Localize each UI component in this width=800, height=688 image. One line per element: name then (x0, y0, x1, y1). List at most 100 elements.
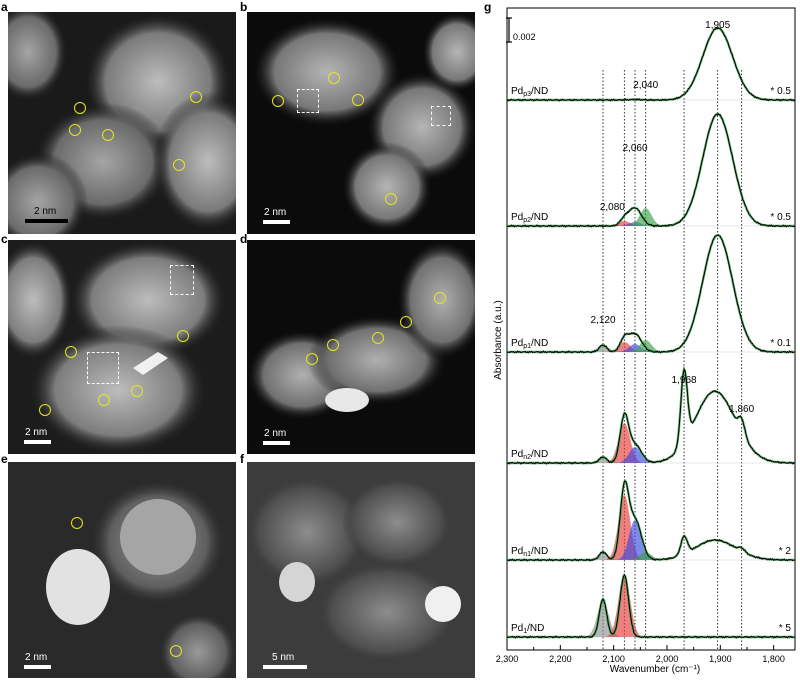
single-atom-marker-c-2 (98, 394, 110, 406)
fit-component-1-2040 (624, 208, 667, 226)
multiplier-label-1: * 0.5 (770, 212, 791, 223)
single-atom-marker-c-1 (177, 330, 189, 342)
peak-annotation-4: 2,120 (590, 315, 615, 326)
scale-bar-b (263, 220, 290, 224)
micrograph-c (8, 240, 236, 454)
scale-bar-c (24, 440, 51, 444)
scale-bar-label: 0.002 (513, 32, 536, 42)
fit-curve-5 (507, 572, 795, 639)
x-tick-label-0: 2,300 (496, 654, 519, 664)
micrograph-d (247, 240, 475, 454)
fit-curve-4 (507, 479, 795, 562)
single-atom-marker-d-3 (400, 316, 412, 328)
single-atom-marker-b-2 (352, 94, 364, 106)
micrograph-b (247, 12, 475, 234)
cluster-box-b-0 (297, 89, 319, 113)
single-atom-marker-d-0 (306, 353, 318, 365)
micrograph-a (8, 12, 236, 234)
single-atom-marker-d-1 (327, 339, 339, 351)
panel-label-a: a (1, 0, 8, 14)
fit-component-4-2080 (603, 495, 646, 560)
dotted-guides (602, 70, 743, 650)
fit-component-4-2120 (581, 554, 625, 560)
multiplier-label-2: * 0.1 (770, 338, 791, 349)
single-atom-marker-c-4 (39, 404, 51, 416)
x-tick-label-5: 1,800 (762, 654, 785, 664)
scale-bar-f (263, 665, 307, 669)
micrograph-a-image (8, 12, 236, 234)
fit-component-1-2080 (603, 221, 646, 226)
fit-component-4-2060 (613, 520, 657, 560)
measured-curve-0 (506, 27, 796, 102)
micrograph-e-image (8, 462, 236, 678)
panel-label-b: b (240, 0, 248, 14)
micrograph-d-image (247, 240, 475, 454)
spectra-labels: Pdp3/ND * 0.5 Pdp2/ND * 0.5 Pdp1/ND * 0.1 Pdn2… (511, 20, 791, 635)
multiplier-label-5: * 5 (779, 623, 792, 634)
peak-annotation-2: 2,060 (622, 143, 647, 154)
single-atom-marker-a-1 (69, 124, 81, 136)
x-axis: 2,300 2,200 2,100 2,000 1,900 1,800 (496, 645, 785, 664)
fit-component-2-2060 (613, 344, 657, 352)
fit-component-4-2040 (624, 552, 667, 560)
single-atom-marker-e-1 (170, 645, 182, 657)
scale-label-a: 2 nm (34, 206, 57, 217)
scale-label-b: 2 nm (264, 207, 287, 218)
sample-label-4: Pdn1/ND (511, 546, 548, 558)
fit-component-3-2080 (603, 423, 646, 463)
panel-label-c: c (1, 232, 8, 246)
x-tick-label-2: 2,100 (602, 654, 625, 664)
single-atom-marker-a-4 (173, 159, 185, 171)
scale-label-e: 2 nm (25, 652, 48, 663)
plot-frame (506, 7, 796, 651)
micrograph-b-image (247, 12, 475, 234)
single-atom-marker-d-2 (372, 332, 384, 344)
plot-border (506, 7, 796, 651)
x-tick-label-4: 1,900 (709, 654, 732, 664)
single-atom-marker-b-3 (385, 193, 397, 205)
sample-label-5: Pd1/ND (511, 623, 544, 635)
multiplier-label-0: * 0.5 (770, 86, 791, 97)
single-atom-marker-d-4 (434, 292, 446, 304)
single-atom-marker-e-0 (71, 517, 83, 529)
measured-curve-4 (506, 480, 796, 562)
peak-annotation-0: 1,905 (705, 20, 730, 31)
scale-label-f: 5 nm (272, 652, 295, 663)
micrograph-f-image (247, 462, 475, 678)
spectra-traces (506, 26, 796, 639)
fit-component-5-2080 (603, 575, 646, 637)
micrograph-f (247, 462, 475, 678)
peak-annotation-3: 2,080 (600, 202, 625, 213)
measured-curve-2 (506, 234, 796, 354)
sample-label-3: Pdn2/ND (511, 449, 548, 461)
cluster-box-c-0 (87, 352, 119, 384)
scale-label-d: 2 nm (264, 428, 287, 439)
scale-bar-e (24, 665, 51, 669)
micrograph-e (8, 462, 236, 678)
fit-component-3-2120 (581, 458, 625, 463)
sample-label-1: Pdp2/ND (511, 212, 548, 224)
y-axis-label: Absorbance (a.u.) (493, 300, 504, 380)
single-atom-marker-a-3 (190, 91, 202, 103)
fit-curve-1 (507, 112, 795, 228)
x-axis-label: Wavenumber (cm⁻¹) (610, 664, 700, 675)
measured-curve-5 (506, 574, 796, 639)
cluster-box-c-1 (170, 265, 194, 295)
measured-curve-1 (506, 113, 796, 228)
sample-label-0: Pdp3/ND (511, 86, 548, 98)
multiplier-label-4: * 2 (779, 546, 792, 557)
sample-label-2: Pdp1/ND (511, 338, 548, 350)
x-tick-label-3: 2,000 (656, 654, 679, 664)
fit-component-2-2080 (603, 342, 646, 352)
single-atom-marker-c-0 (65, 346, 77, 358)
peak-annotation-5: 1,968 (672, 375, 697, 386)
micrograph-c-image (8, 240, 236, 454)
scale-label-c: 2 nm (25, 427, 48, 438)
panel-label-d: d (240, 232, 248, 246)
panel-label-g: g (484, 0, 492, 14)
measured-curve-3 (506, 367, 796, 465)
single-atom-marker-b-1 (328, 72, 340, 84)
single-atom-marker-a-0 (74, 102, 86, 114)
absorbance-scale-bar: 0.002 (506, 17, 536, 43)
single-atom-marker-a-2 (102, 129, 114, 141)
